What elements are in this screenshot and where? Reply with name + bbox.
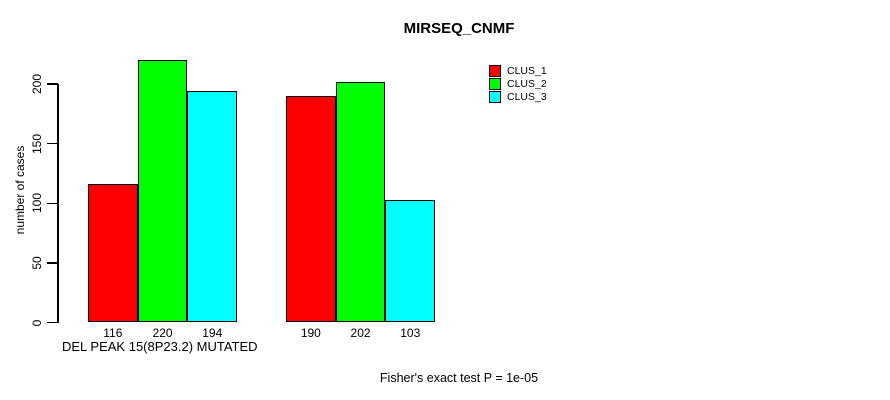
chart-title: MIRSEQ_CNMF [403,20,515,37]
bar-value-label: 103 [400,326,421,340]
legend-swatch-clus-2 [489,77,501,90]
legend-label: CLUS_3 [507,90,547,103]
y-axis-label: number of cases [13,145,27,235]
legend-swatch-clus-3 [489,90,501,103]
bar-clus_1-group1 [88,184,138,323]
y-axis-tick [47,202,58,204]
bar-clus_3-group2 [385,199,436,323]
y-axis-tick-label: 100 [30,193,44,214]
bar-value-label: 116 [103,326,123,340]
fisher-test-footnote: Fisher's exact test P = 1e-05 [379,371,539,385]
legend-item: CLUS_2 [489,77,547,90]
y-axis-tick [47,321,58,324]
bar-clus_2-group2 [335,81,386,323]
legend-label: CLUS_1 [507,64,547,77]
bar-value-label: 202 [350,326,371,340]
y-axis-tick [47,262,58,264]
bar-clus_1-group2 [286,95,336,323]
y-axis-tick-label: 50 [30,256,44,270]
bar-value-label: 194 [202,326,223,340]
y-axis-tick [47,83,58,85]
legend-swatch-clus-1 [489,64,501,77]
bar-clus_3-group1 [187,91,238,323]
legend-item: CLUS_3 [489,90,547,103]
bar-value-label: 220 [152,326,173,340]
bar-clus_2-group1 [137,60,188,323]
x-axis-annotation: DEL PEAK 15(8P23.2) MUTATED [62,339,258,354]
y-axis-tick [47,142,58,145]
y-axis-tick-label: 200 [30,73,44,95]
y-axis-tick-label: 0 [30,319,44,326]
legend-label: CLUS_2 [507,77,547,90]
y-axis-tick-label: 150 [30,133,44,154]
legend-item: CLUS_1 [489,64,547,77]
bar-value-label: 190 [300,326,321,340]
legend: CLUS_1 CLUS_2 CLUS_3 [489,64,547,103]
